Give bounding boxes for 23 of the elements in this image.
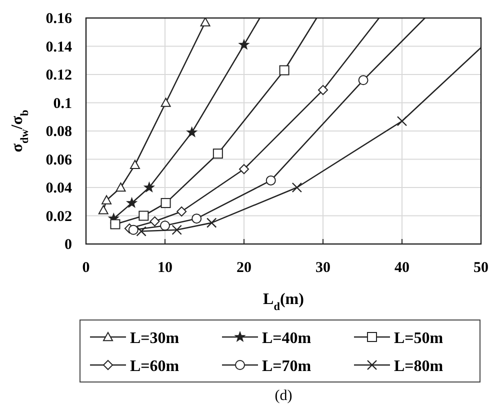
y-tick-label: 0.08 (46, 124, 72, 140)
legend-label: L=30m (130, 330, 180, 347)
x-tick-label: 50 (474, 260, 488, 276)
x-tick-label: 40 (394, 260, 410, 276)
y-tick-label: 0.16 (46, 11, 72, 27)
legend-label: L=80m (394, 358, 444, 375)
x-tick-label: 10 (158, 260, 172, 276)
y-tick-label: 0.12 (46, 68, 72, 84)
legend-label: L=70m (262, 358, 312, 375)
text: (d) (274, 388, 292, 404)
x-tick-label: 20 (236, 260, 252, 276)
legend-label: L=50m (394, 330, 444, 347)
x-tick-label: 0 (82, 260, 90, 276)
legend-label: L=60m (130, 358, 180, 375)
y-tick-label: 0.04 (46, 180, 72, 196)
legend-label: L=40m (262, 330, 312, 347)
y-tick-label: 0 (64, 237, 72, 253)
y-tick-label: 0.06 (46, 152, 72, 168)
y-tick-label: 0.02 (46, 208, 72, 225)
x-tick-label: 30 (316, 260, 330, 276)
y-tick-label: 0.1 (53, 96, 72, 112)
y-tick-label: 0.14 (46, 39, 72, 56)
x-axis-title: L$_{d}$(m) (263, 291, 304, 313)
